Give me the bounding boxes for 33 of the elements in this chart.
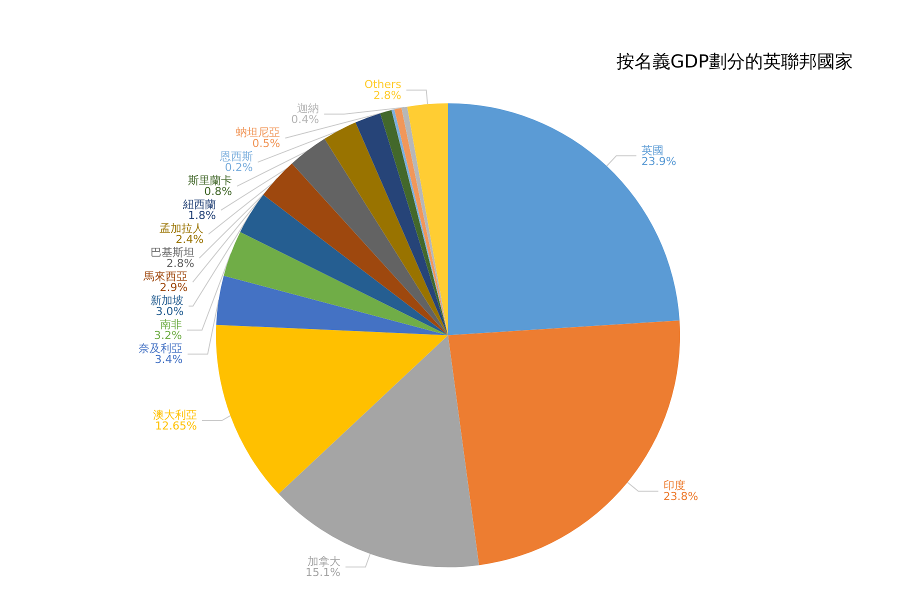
slice-label: 新加坡 [150,294,184,308]
text: 按名義GDP劃分的英聯邦國家 [616,52,854,72]
data-label: 0.2% [224,161,253,174]
data-label: 3.2% [154,329,182,342]
data-label: 3.4% [154,353,183,366]
slice-label: 蚋坦尼亞 [236,126,280,140]
slice-label: 英國 [641,144,664,157]
slice-label: 加拿大 [307,555,340,568]
slice-label: 澳大利亞 [152,408,197,422]
slice-label: 南非 [160,318,182,332]
data-label: 23.8% [663,490,698,504]
data-label: 23.9% [641,154,676,168]
slice-label: 馬來西亞 [142,270,188,284]
data-label: 3.0% [156,305,184,318]
slice-label: 紐西蘭 [182,198,216,212]
slice-label: 奈及利亞 [138,342,183,356]
slice-label: 巴基斯坦 [150,246,194,260]
data-label: 2.4% [176,233,204,246]
slice-label: 斯里蘭卡 [188,174,232,188]
slice-label: 孟加拉人 [160,222,204,236]
data-label: 2.8% [373,89,402,102]
data-label: 15.1% [306,566,340,580]
data-label: 0.5% [252,137,280,150]
data-label: 0.8% [204,185,232,198]
data-label: 1.8% [188,209,216,222]
slice-label: 迦納 [297,102,320,116]
slice-label: 恩西斯 [218,150,253,164]
slice-label: Others [364,78,402,92]
data-label: 2.9% [160,281,188,294]
data-label: 2.8% [166,257,194,270]
data-label: 0.4% [291,113,320,126]
slice-label: 印度 [663,479,686,492]
data-label: 12.65% [154,420,197,433]
